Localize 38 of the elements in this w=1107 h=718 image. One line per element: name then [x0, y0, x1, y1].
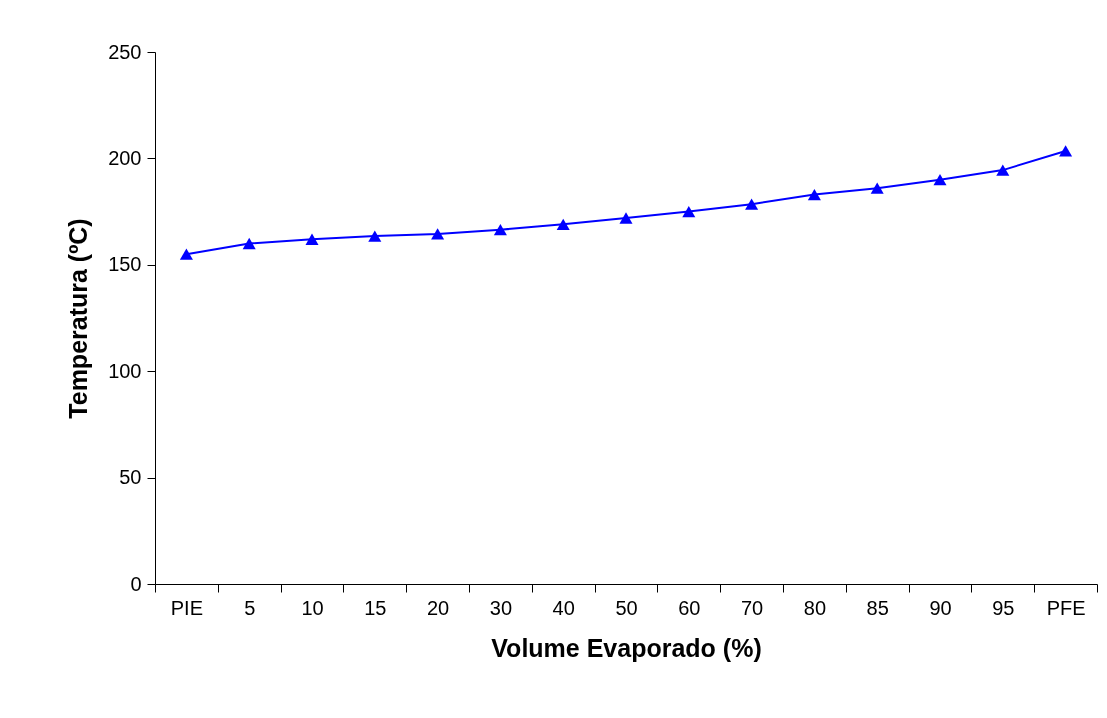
x-tick-label: 80 [803, 596, 827, 619]
x-tick-label: 90 [929, 596, 952, 619]
point [870, 182, 884, 194]
x-tick-label: 40 [552, 596, 575, 619]
y-tick-label: 150 [108, 253, 142, 276]
point [807, 188, 821, 201]
point [242, 237, 256, 250]
y-tick-label: 250 [108, 40, 142, 63]
y-tick-label: 0 [130, 572, 142, 595]
y-axis-title: Temperatura (ºC) [64, 218, 93, 419]
x-tick-label: 70 [740, 596, 764, 619]
y-tick-label: 200 [108, 146, 142, 169]
x-tick-label: 30 [489, 596, 513, 619]
x-tick-label: 60 [678, 596, 701, 619]
point [493, 224, 507, 236]
x-tick-label: 10 [301, 596, 324, 619]
point [933, 174, 947, 186]
x-tick-label: 50 [615, 596, 638, 619]
x-tick-label: 20 [426, 596, 450, 619]
y-tick-label: 50 [119, 466, 142, 489]
x-tick-label: PFE [1046, 596, 1086, 619]
x-tick-label: 85 [866, 596, 889, 619]
point [179, 248, 193, 260]
point [556, 218, 570, 231]
y-tick-label: 100 [108, 359, 142, 382]
x-tick-label: 5 [244, 596, 256, 619]
point [368, 230, 382, 242]
point [1059, 145, 1073, 157]
x-tick-label: 15 [364, 596, 387, 619]
point [431, 228, 445, 240]
point [745, 198, 759, 210]
point [996, 164, 1010, 176]
x-axis-title: Volume Evaporado (%) [491, 633, 762, 662]
point [305, 233, 319, 245]
point [619, 212, 633, 224]
point [682, 205, 696, 218]
x-tick-label: 95 [992, 596, 1015, 619]
x-tick-label: PIE [170, 596, 204, 619]
